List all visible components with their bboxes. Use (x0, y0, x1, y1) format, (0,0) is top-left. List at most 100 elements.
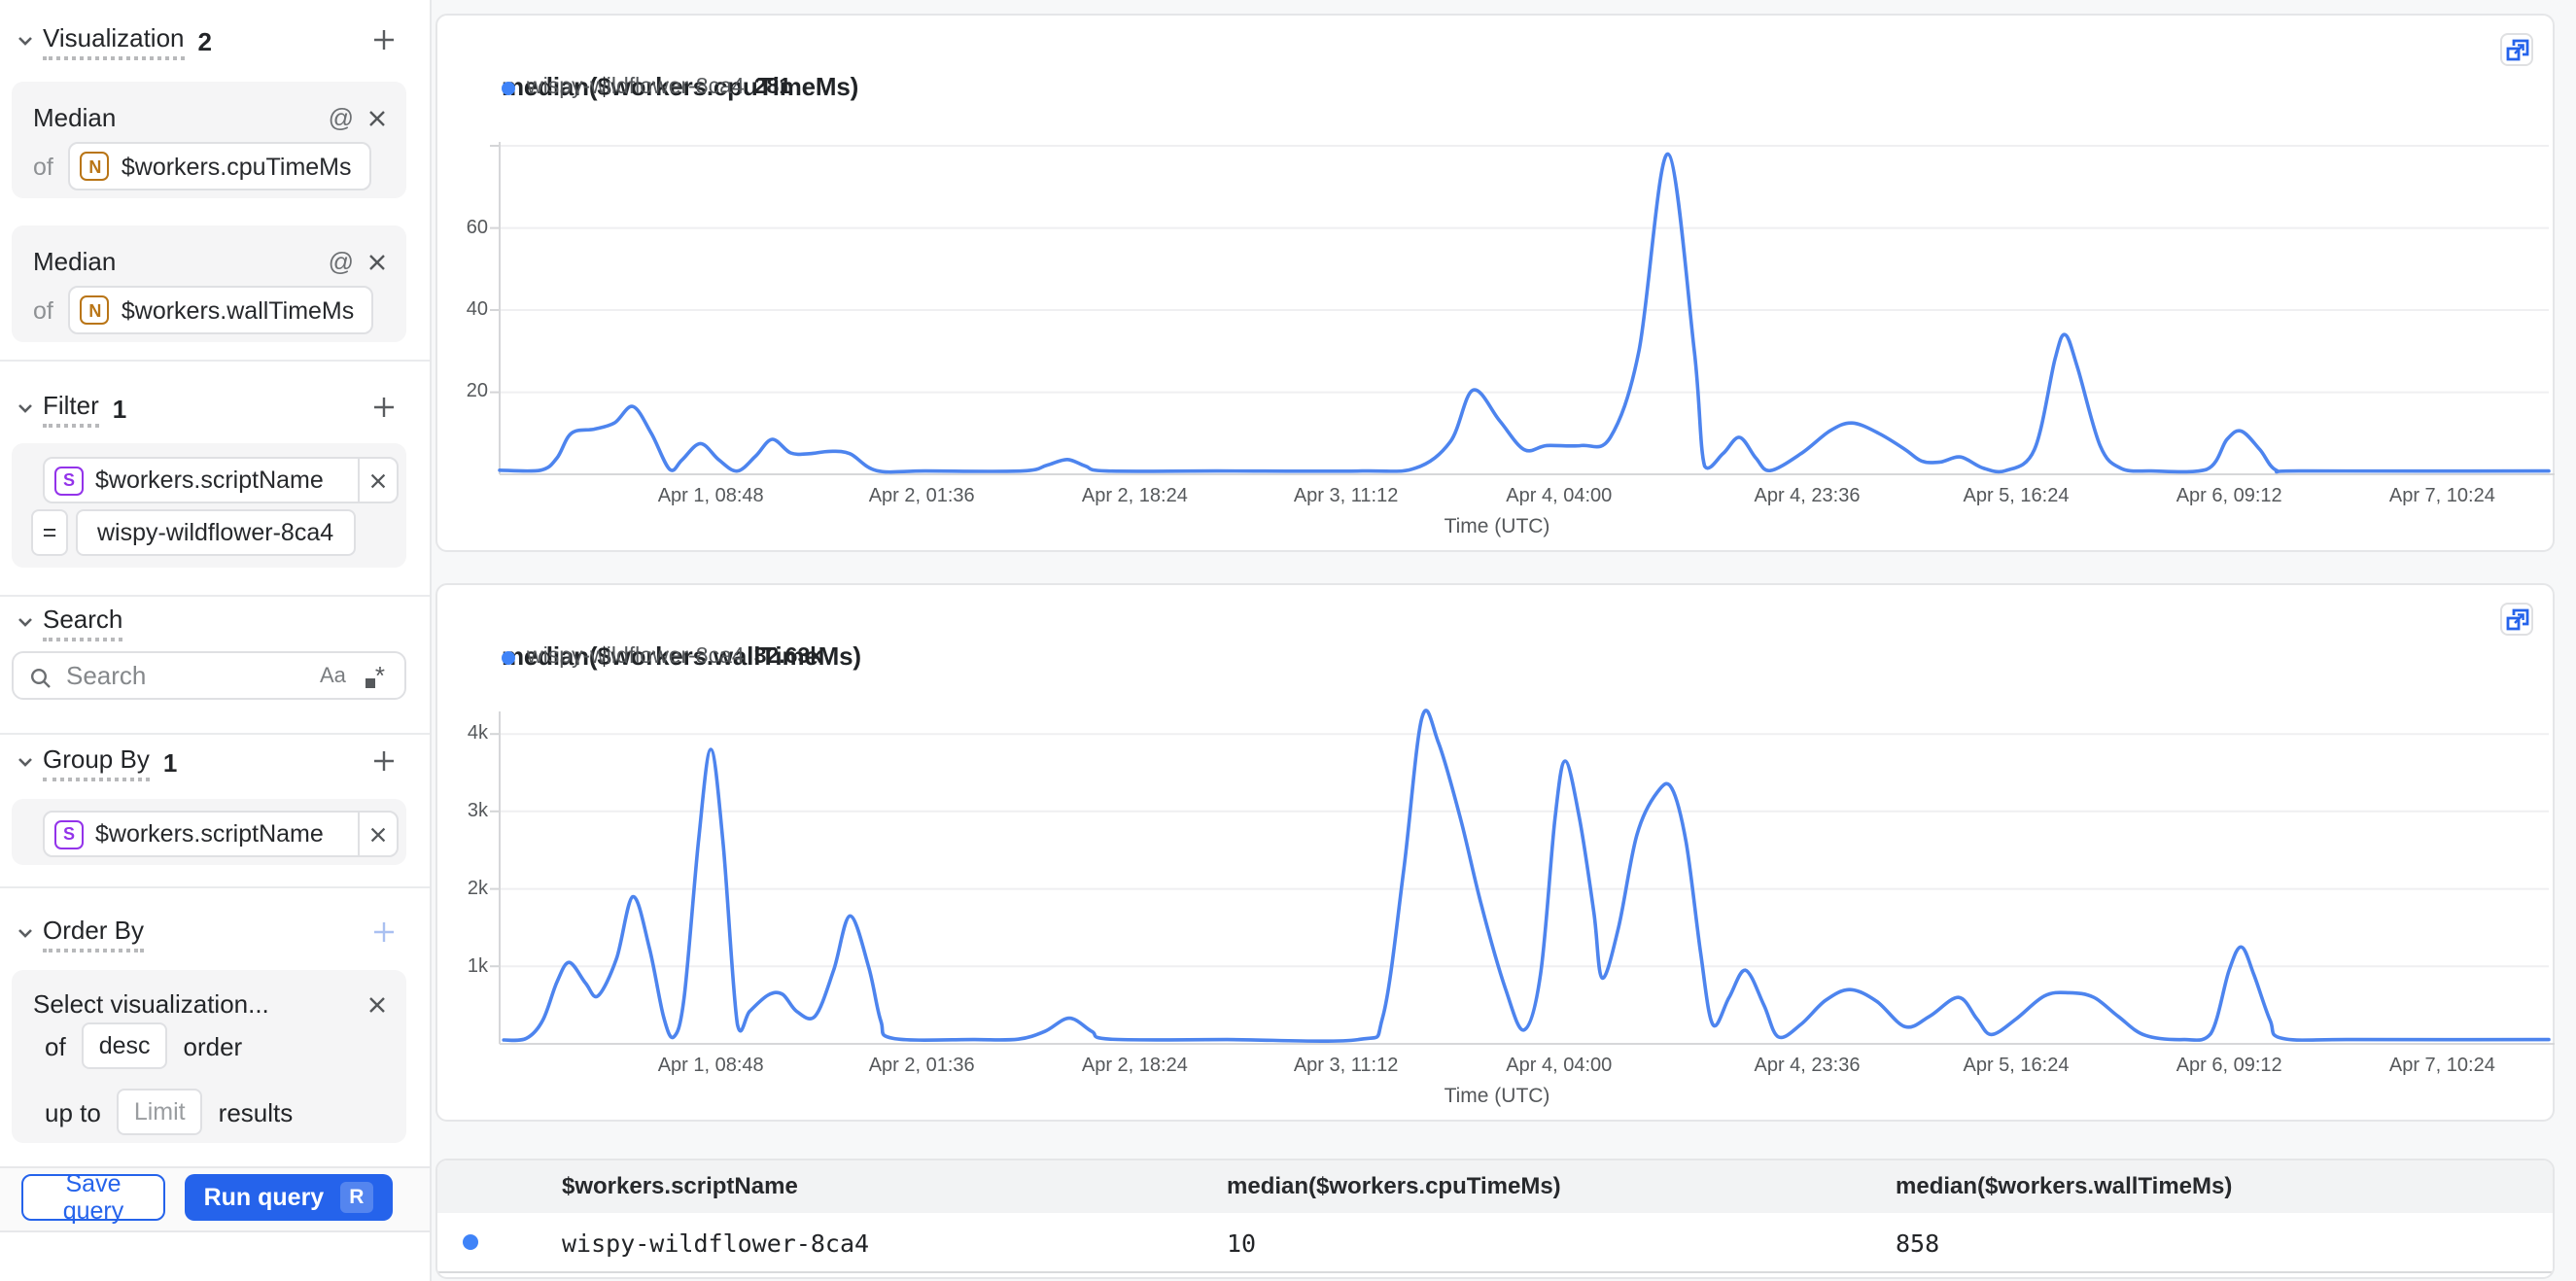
chart-title: median($workers.wallTimeMs) (502, 641, 861, 671)
order-by-card: Select visualization... of desc order up… (12, 970, 406, 1143)
search-placeholder: Search (66, 661, 147, 690)
section-divider (0, 886, 430, 888)
table-row[interactable]: wispy-wildflower-8ca4 10 858 (437, 1213, 2553, 1273)
filter-operator[interactable]: = (31, 509, 68, 556)
visualization-card-cpu: Median @ of N $workers.cpuTimeMs (12, 82, 406, 198)
x-tick-label: Apr 4, 23:36 (1754, 486, 1861, 507)
expand-icon (2505, 38, 2528, 60)
section-label-order-by[interactable]: Order By (43, 915, 145, 952)
x-tick-label: Apr 4, 04:00 (1506, 486, 1613, 507)
x-tick-label: Apr 3, 11:12 (1293, 1056, 1399, 1077)
chevron-down-icon[interactable] (14, 751, 35, 773)
legend-series-name: wispy-wildflower-8ca4 (527, 645, 745, 669)
search-icon (29, 664, 52, 687)
chart-canvas-walltimems[interactable]: 1k 2k 3k 4k Apr 1, 08:48 Apr 2, 01:36 Apr 2, 1… (437, 585, 2557, 1124)
x-axis-title: Time (UTC) (1444, 1085, 1550, 1108)
y-tick-label: 60 (466, 217, 488, 239)
expand-chart-button[interactable] (2500, 33, 2533, 66)
string-type-icon: S (54, 466, 84, 495)
section-label-group-by[interactable]: Group By (43, 744, 150, 780)
close-icon[interactable] (366, 991, 389, 1015)
table-column-header[interactable]: median($workers.cpuTimeMs) (1227, 1172, 1561, 1199)
field-chip-cputimems[interactable]: N $workers.cpuTimeMs (68, 142, 371, 190)
match-case-icon[interactable]: Aa (319, 664, 346, 687)
add-visualization-button[interactable] (369, 25, 399, 54)
number-type-icon: N (80, 152, 110, 181)
legend-item[interactable]: wispy-wildflower-8ca4 281 (502, 74, 791, 101)
legend-item[interactable]: wispy-wildflower-8ca4 32.63k (502, 643, 822, 671)
chart-canvas-cputimems[interactable]: 20 40 60 Apr 1, 08:48 Apr 2, 01:36 Apr 2, 18:… (437, 16, 2557, 554)
aggregation-label[interactable]: Median (33, 246, 117, 275)
x-tick-label: Apr 7, 10:24 (2388, 1056, 2495, 1077)
close-icon[interactable] (366, 249, 389, 272)
close-icon[interactable] (366, 105, 389, 128)
group-by-card: S $workers.scriptName (12, 799, 406, 865)
table-column-header[interactable]: median($workers.wallTimeMs) (1896, 1172, 2233, 1199)
section-header-visualization: Visualization 2 (0, 22, 430, 59)
limit-input[interactable]: Limit (116, 1089, 203, 1135)
order-by-select[interactable]: Select visualization... (33, 988, 269, 1018)
x-axis-title: Time (UTC) (1444, 515, 1550, 538)
of-label: of (45, 1031, 66, 1060)
y-tick-label: 2k (467, 878, 488, 900)
chevron-down-icon[interactable] (14, 30, 35, 52)
x-tick-label: Apr 2, 01:36 (868, 1056, 975, 1077)
legend-series-name: wispy-wildflower-8ca4 (527, 76, 745, 99)
table-cell: 10 (1227, 1229, 1257, 1258)
add-order-by-button[interactable] (369, 917, 399, 947)
x-tick-label: Apr 4, 04:00 (1506, 1056, 1613, 1077)
filter-value[interactable]: wispy-wildflower-8ca4 (76, 509, 356, 556)
visualization-card-wall: Median @ of N $workers.wallTimeMs (12, 225, 406, 342)
remove-filter-button[interactable] (358, 459, 397, 502)
at-icon[interactable]: @ (328, 246, 354, 275)
x-tick-label: Apr 2, 18:24 (1081, 1056, 1188, 1077)
filter-field-box: S $workers.scriptName (43, 457, 399, 503)
section-label-visualization[interactable]: Visualization (43, 22, 185, 59)
section-header-order-by: Order By (0, 915, 430, 952)
x-tick-label: Apr 2, 01:36 (868, 486, 975, 507)
group-by-field-label: $workers.scriptName (95, 820, 324, 848)
x-tick-label: Apr 5, 16:24 (1963, 1056, 2070, 1077)
chart-panel-walltimems: 1k 2k 3k 4k Apr 1, 08:48 Apr 2, 01:36 Apr 2, 1… (435, 583, 2555, 1122)
chevron-down-icon[interactable] (14, 398, 35, 419)
sort-direction-select[interactable]: desc (81, 1022, 168, 1069)
string-type-icon: S (54, 819, 84, 848)
legend-dot (502, 81, 515, 94)
filter-field[interactable]: S $workers.scriptName (45, 459, 358, 502)
legend-series-value: 281 (753, 76, 792, 99)
regex-icon[interactable]: * (365, 662, 385, 687)
section-header-search: Search (0, 604, 430, 640)
y-tick-label: 3k (467, 800, 488, 822)
field-chip-walltimems[interactable]: N $workers.wallTimeMs (68, 286, 374, 334)
field-chip-label: $workers.cpuTimeMs (121, 153, 352, 180)
table-cell: wispy-wildflower-8ca4 (562, 1229, 870, 1258)
search-input[interactable]: Search Aa * (12, 651, 406, 700)
add-filter-button[interactable] (369, 393, 399, 422)
expand-chart-button[interactable] (2500, 603, 2533, 636)
table-column-header[interactable]: $workers.scriptName (562, 1172, 798, 1199)
y-tick-label: 4k (467, 723, 488, 745)
number-type-icon: N (80, 295, 110, 325)
sidebar-footer: Save query Run query R (0, 1166, 430, 1232)
remove-group-by-button[interactable] (358, 813, 397, 855)
filter-count: 1 (112, 394, 127, 423)
run-query-button[interactable]: Run query R (185, 1174, 393, 1221)
section-header-filter: Filter 1 (0, 390, 430, 427)
section-label-search[interactable]: Search (43, 604, 123, 640)
aggregation-label[interactable]: Median (33, 102, 117, 131)
series-color-dot (463, 1234, 478, 1250)
at-icon[interactable]: @ (328, 102, 354, 131)
filter-field-label: $workers.scriptName (95, 467, 324, 494)
chevron-down-icon[interactable] (14, 611, 35, 633)
section-label-filter[interactable]: Filter (43, 390, 99, 427)
x-tick-label: Apr 1, 08:48 (657, 486, 764, 507)
field-chip-label: $workers.wallTimeMs (121, 296, 355, 324)
chevron-down-icon[interactable] (14, 922, 35, 944)
save-query-button[interactable]: Save query (21, 1170, 165, 1225)
x-tick-label: Apr 7, 10:24 (2388, 486, 2495, 507)
y-tick-label: 40 (466, 299, 488, 321)
section-header-group-by: Group By 1 (0, 744, 430, 780)
run-query-label: Run query (203, 1184, 325, 1211)
group-by-field[interactable]: S $workers.scriptName (45, 813, 358, 855)
add-group-by-button[interactable] (369, 746, 399, 776)
